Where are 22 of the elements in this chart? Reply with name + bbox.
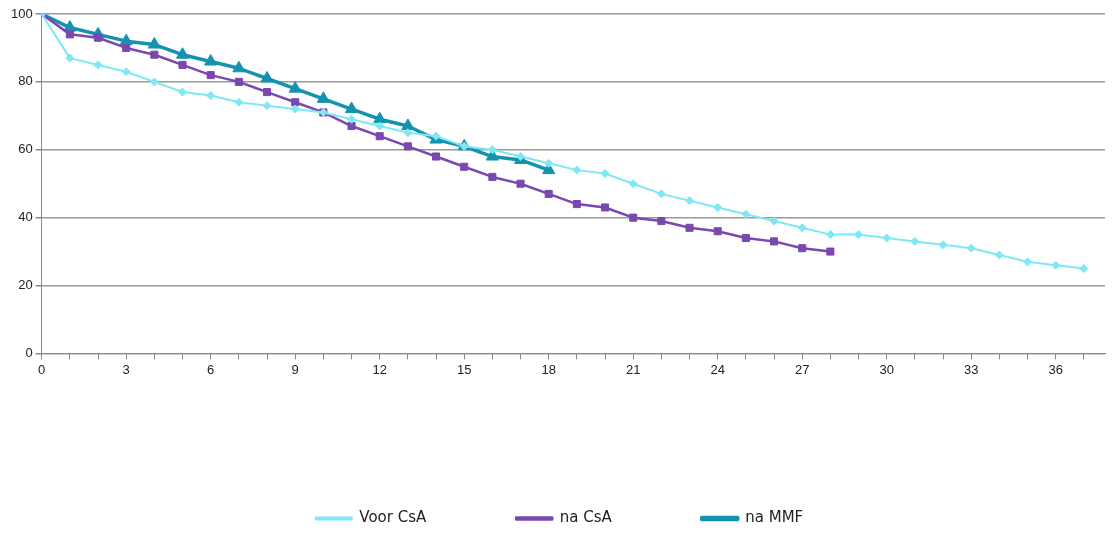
y-tick-label: 0 (25, 344, 33, 360)
x-tick-label: 24 (710, 361, 725, 377)
x-tick-label: 18 (541, 361, 556, 377)
legend-label: na MMF (745, 508, 804, 527)
y-tick-label: 100 (10, 5, 33, 21)
x-tick-label: 30 (879, 361, 894, 377)
x-tick-label: 9 (291, 361, 299, 377)
y-tick-label: 40 (18, 209, 33, 225)
x-tick-label: 27 (794, 361, 810, 377)
y-tick-label: 20 (18, 277, 33, 293)
x-tick-label: 15 (456, 361, 472, 377)
x-tick-label: 6 (207, 361, 215, 377)
x-tick-label: 0 (38, 361, 46, 377)
legend-label: Voor CsA (359, 508, 427, 527)
x-tick-label: 21 (625, 361, 641, 377)
y-tick-label: 60 (18, 141, 33, 157)
x-tick-label: 33 (963, 361, 979, 377)
legend-label: na CsA (559, 508, 613, 527)
x-tick-label: 3 (122, 361, 130, 377)
x-tick-label: 12 (372, 361, 387, 377)
x-tick-label: 36 (1048, 361, 1063, 377)
y-tick-label: 80 (18, 73, 33, 89)
